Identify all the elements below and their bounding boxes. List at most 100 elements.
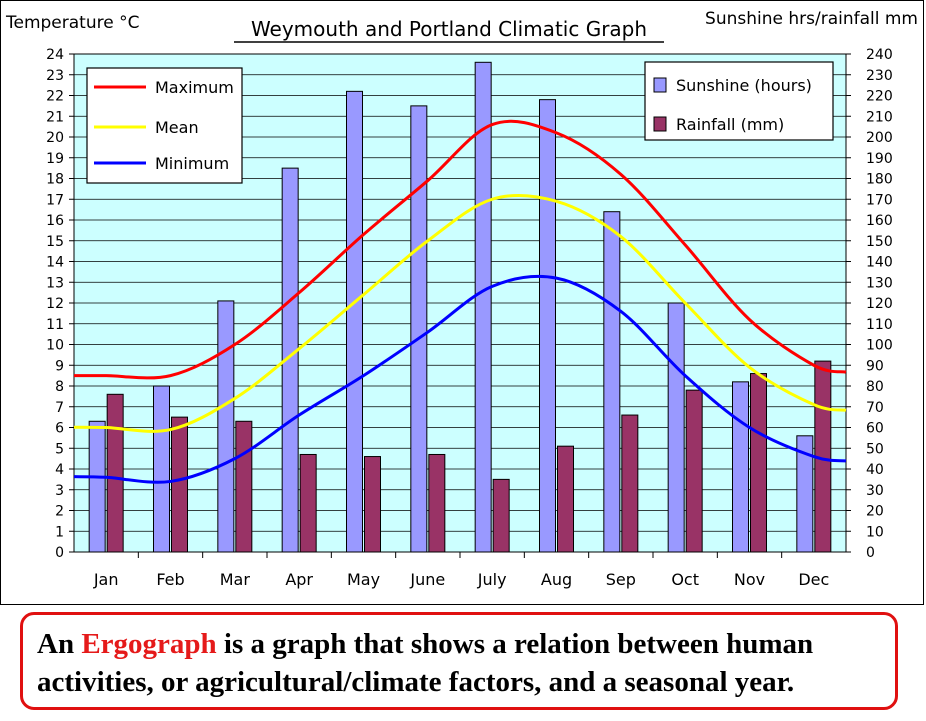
left-tick-label: 0	[55, 545, 64, 561]
x-tick-label: Oct	[671, 570, 699, 589]
legend-label-mean: Mean	[155, 118, 199, 137]
left-tick-label: 16	[46, 213, 64, 229]
right-tick-label: 70	[866, 400, 884, 416]
right-tick-label: 20	[866, 504, 884, 520]
legend-label-sunshine: Sunshine (hours)	[676, 76, 812, 95]
left-tick-label: 4	[55, 462, 64, 478]
bar-rainfall	[171, 416, 188, 553]
right-tick-label: 210	[866, 109, 893, 125]
right-tick-label: 170	[866, 192, 893, 208]
bar-sunshine	[281, 167, 299, 553]
right-tick-label: 220	[866, 89, 893, 105]
line-maximum	[74, 119, 847, 380]
bar-rainfall	[106, 393, 124, 553]
line-mean	[73, 193, 847, 433]
bar-rainfall	[235, 420, 253, 553]
x-tick-label: July	[477, 570, 507, 589]
right-tick-label: 110	[866, 317, 893, 333]
right-tick-label: 60	[866, 421, 884, 437]
x-tick-label: Feb	[156, 570, 184, 589]
x-tick-label: May	[347, 570, 380, 589]
bar-rainfall	[364, 456, 381, 553]
left-tick-label: 15	[46, 234, 64, 250]
bar-sunshine	[217, 300, 235, 553]
bar-sunshine	[796, 435, 814, 553]
left-tick-label: 23	[46, 68, 64, 84]
chart-title: Weymouth and Portland Climatic Graph	[251, 17, 647, 41]
x-tick-label: Sep	[606, 570, 636, 589]
bar-legend-box	[644, 61, 834, 141]
caption-part1: An	[37, 628, 82, 660]
bar-rainfall	[685, 389, 703, 553]
x-tick-label: June	[409, 570, 445, 589]
legend-label-maximum: Maximum	[155, 78, 234, 97]
x-tick-label: Apr	[285, 570, 313, 589]
bar-sunshine	[153, 385, 170, 553]
right-tick-label: 160	[866, 213, 893, 229]
right-tick-label: 130	[866, 275, 893, 291]
left-tick-label: 9	[55, 358, 64, 374]
legend-label-rainfall: Rainfall (mm)	[676, 115, 784, 134]
left-tick-label: 13	[46, 275, 64, 291]
bar-sunshine	[603, 211, 621, 553]
right-tick-label: 0	[866, 545, 875, 561]
right-tick-label: 230	[866, 68, 893, 84]
legend-bar-swatch-sunshine	[653, 77, 667, 93]
bar-sunshine	[539, 99, 556, 553]
left-tick-label: 14	[46, 255, 64, 271]
x-tick-label: Aug	[541, 570, 572, 589]
bar-rainfall	[557, 445, 574, 553]
bar-sunshine	[88, 420, 106, 553]
left-tick-label: 6	[55, 421, 64, 437]
right-tick-label: 50	[866, 441, 884, 457]
left-tick-label: 17	[46, 192, 64, 208]
caption-text: An Ergograph is a graph that shows a rel…	[37, 625, 885, 701]
right-tick-label: 200	[866, 130, 893, 146]
left-tick-label: 11	[46, 317, 64, 333]
right-tick-label: 240	[866, 47, 893, 63]
legend-label-minimum: Minimum	[155, 154, 229, 173]
left-tick-label: 10	[46, 338, 64, 354]
right-tick-label: 80	[866, 379, 884, 395]
caption-highlight: Ergograph	[81, 628, 217, 660]
left-tick-label: 18	[46, 172, 64, 188]
line-minimum	[73, 274, 847, 484]
bar-sunshine	[667, 302, 685, 553]
caption-box: An Ergograph is a graph that shows a rel…	[20, 612, 898, 710]
left-tick-label: 12	[46, 296, 64, 312]
right-tick-label: 120	[866, 296, 893, 312]
left-tick-label: 21	[46, 109, 64, 125]
climate-chart: 0123456789101112131415161718192021222324…	[5, 9, 918, 589]
right-tick-label: 90	[866, 358, 884, 374]
y-right-label: Sunshine hrs/rainfall mm	[705, 9, 918, 29]
left-tick-label: 24	[46, 47, 64, 63]
bar-sunshine	[410, 105, 428, 553]
bar-rainfall	[750, 373, 767, 553]
right-tick-label: 190	[866, 151, 893, 167]
left-tick-label: 5	[55, 441, 64, 457]
bar-rainfall	[428, 453, 446, 553]
left-tick-label: 2	[55, 504, 64, 520]
right-tick-label: 40	[866, 462, 884, 478]
left-tick-label: 8	[55, 379, 64, 395]
bar-sunshine	[732, 381, 749, 553]
bar-rainfall	[492, 478, 510, 553]
left-tick-label: 22	[46, 89, 64, 105]
bar-sunshine	[346, 90, 363, 553]
left-tick-label: 7	[55, 400, 64, 416]
y-left-label: Temperature °C	[5, 13, 139, 33]
bar-sunshine	[474, 61, 492, 553]
x-tick-label: Dec	[798, 570, 829, 589]
right-tick-label: 180	[866, 172, 893, 188]
x-tick-label: Nov	[734, 570, 765, 589]
x-tick-label: Mar	[220, 570, 251, 589]
bar-rainfall	[299, 453, 317, 553]
x-tick-label: Jan	[93, 570, 119, 589]
right-tick-label: 100	[866, 338, 893, 354]
right-tick-label: 150	[866, 234, 893, 250]
left-tick-label: 19	[46, 151, 64, 167]
right-tick-label: 140	[866, 255, 893, 271]
right-tick-label: 30	[866, 483, 884, 499]
bar-rainfall	[621, 414, 639, 553]
legend-bar-swatch-rainfall	[653, 116, 667, 132]
